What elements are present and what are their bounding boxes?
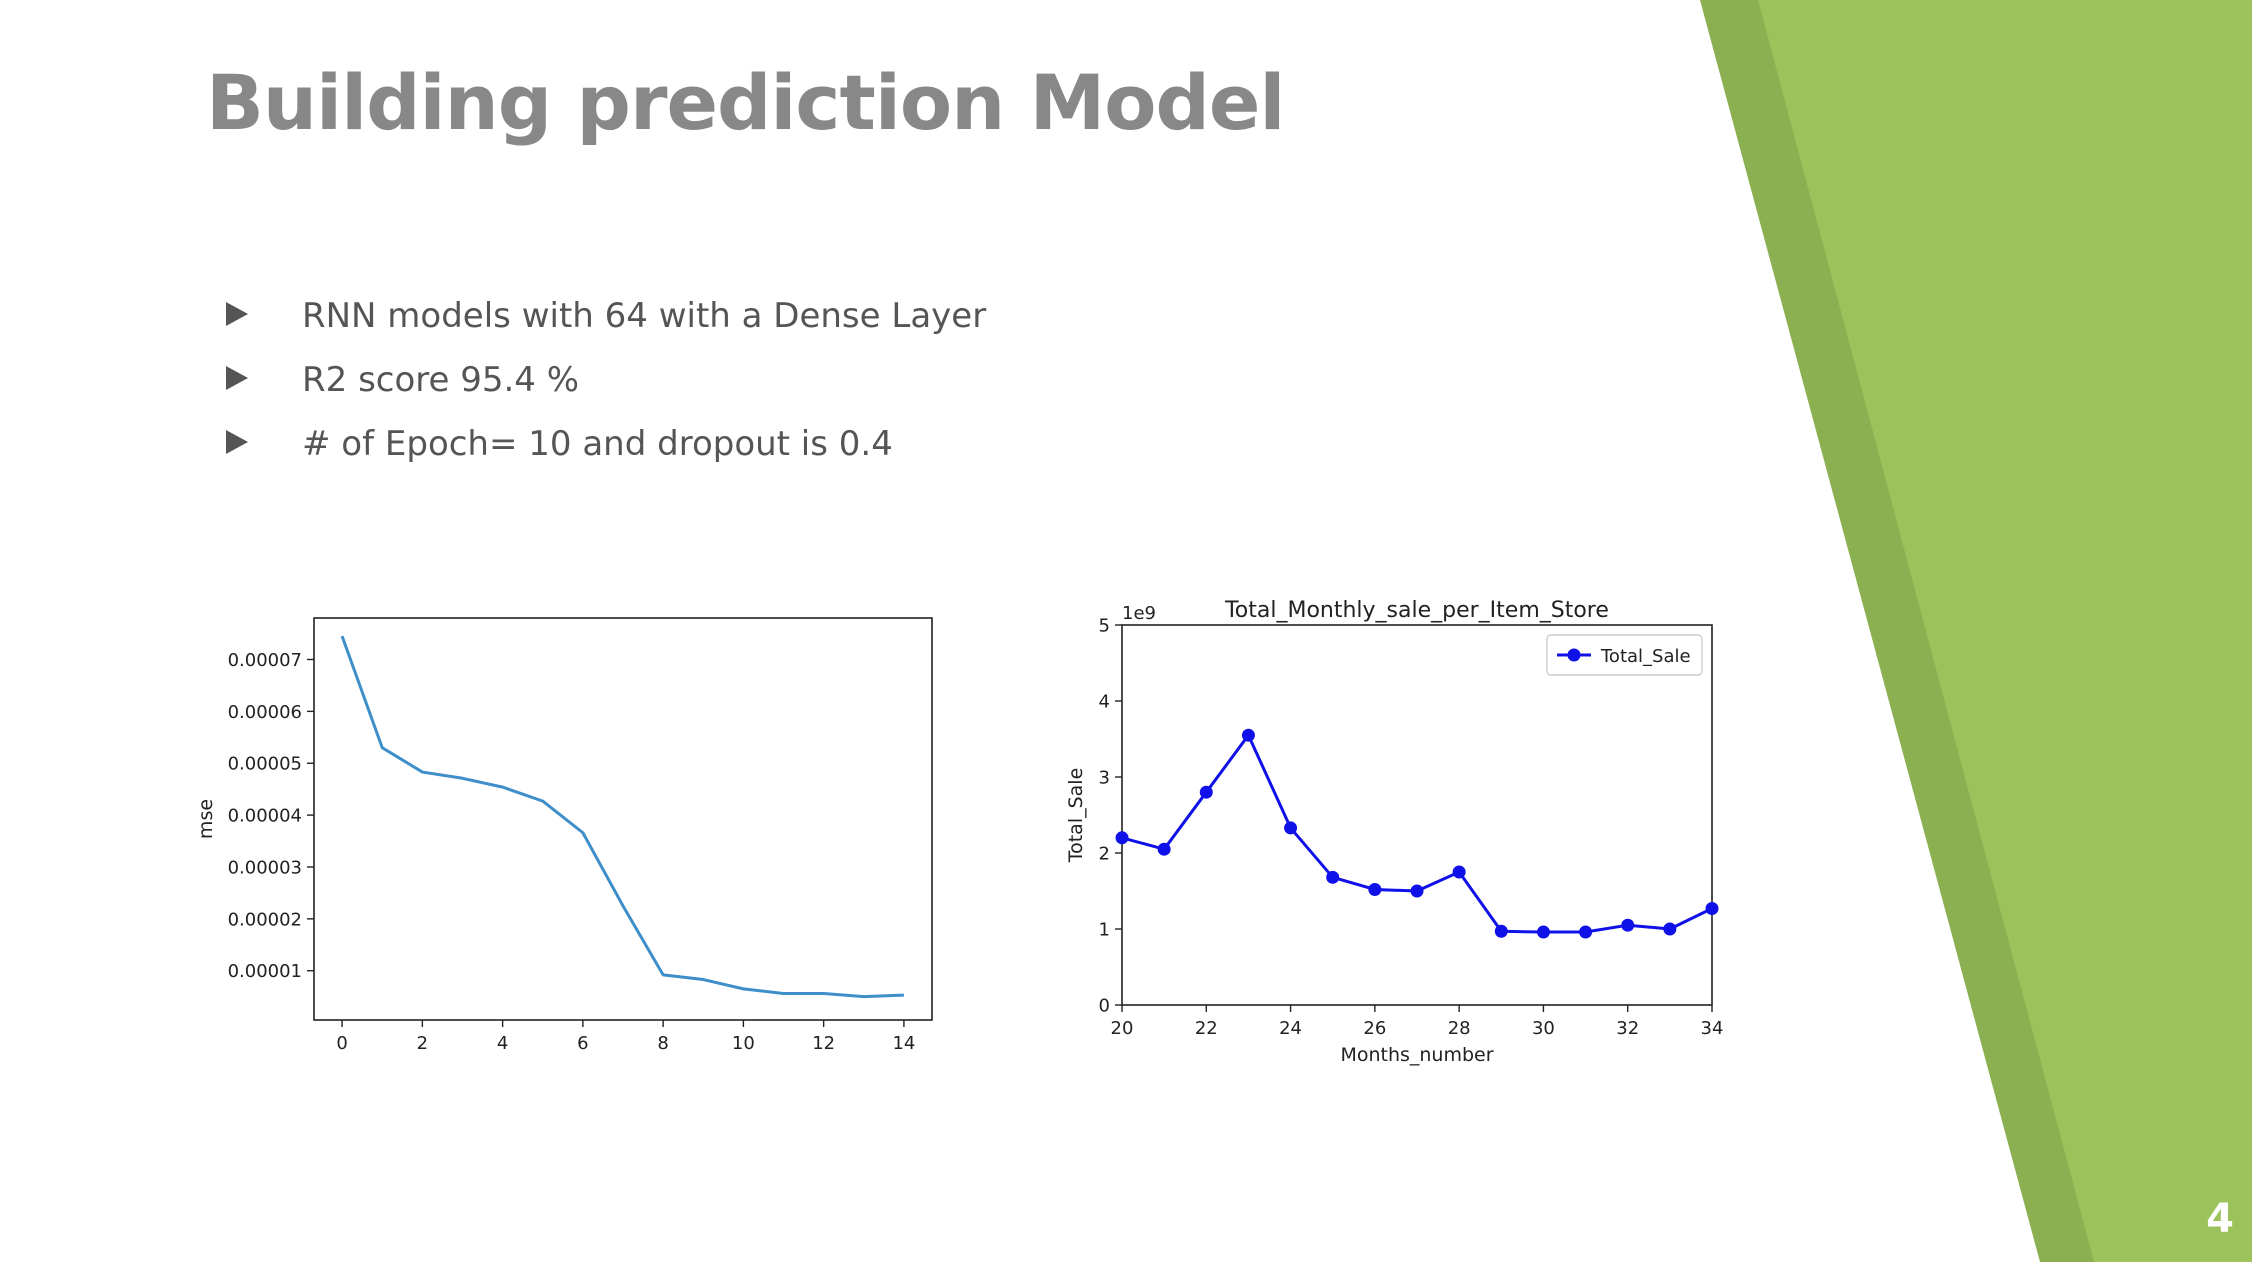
x-tick-label: 34 [1701, 1018, 1724, 1039]
chart-title: Total_Monthly_sale_per_Item_Store [1224, 598, 1609, 623]
monthly-sales-line-chart: 20 22 24 26 28 30 32 34012345Total_Monthly_sale… [1065, 598, 1724, 1066]
y-tick-label: 2 [1099, 843, 1110, 864]
y-axis-label: mse [195, 799, 217, 839]
x-tick-label: 2 [417, 1033, 428, 1054]
legend-label: Total_Sale [1600, 646, 1691, 667]
plot-frame [313, 617, 933, 1021]
bullet-text: RNN models with 64 with a Dense Layer [302, 296, 987, 336]
data-point [1368, 882, 1382, 896]
y-tick-label: 0 [1099, 995, 1110, 1016]
x-tick-label: 24 [1279, 1018, 1302, 1039]
y-tick-label: 0.00007 [228, 650, 302, 671]
x-tick-label: 10 [732, 1033, 755, 1054]
y-tick-label: 0.00001 [228, 961, 302, 982]
page-number: 4 [2206, 1196, 2234, 1242]
data-point [1621, 918, 1635, 932]
y-tick-label: 4 [1099, 691, 1110, 712]
data-point [1326, 870, 1340, 884]
y-axis-label: Total_Sale [1065, 768, 1087, 864]
data-point [1452, 865, 1466, 879]
data-point [1663, 922, 1677, 936]
bullet-text: R2 score 95.4 % [302, 360, 580, 400]
y-tick-label: 0.00004 [228, 806, 302, 827]
data-point [1494, 924, 1508, 938]
bullet-text: # of Epoch= 10 and dropout is 0.4 [302, 424, 893, 464]
x-tick-label: 8 [657, 1033, 668, 1054]
x-tick-label: 32 [1616, 1018, 1639, 1039]
plot-frame [1121, 624, 1713, 1006]
triangle-bullet-icon [226, 302, 248, 326]
y-tick-label: 0.00002 [228, 909, 302, 930]
data-point [1157, 842, 1171, 856]
x-tick-label: 30 [1532, 1018, 1555, 1039]
y-tick-label: 1 [1099, 919, 1110, 940]
y-tick-label: 5 [1099, 615, 1110, 636]
data-point [1115, 831, 1129, 845]
x-tick-label: 12 [812, 1033, 835, 1054]
y-tick-label: 0.00003 [228, 857, 302, 878]
x-tick-label: 26 [1363, 1018, 1386, 1039]
x-axis-label: Months_number [1340, 1044, 1493, 1066]
series-line [1121, 733, 1713, 934]
x-tick-label: 14 [892, 1033, 915, 1054]
mse-line-chart: 0 2 4 6 8 10 12 14 0.00001 0.00002 0.00003 0.00004 0… [195, 617, 933, 1054]
data-point [1536, 925, 1550, 939]
x-tick-label: 28 [1448, 1018, 1471, 1039]
legend-box [1546, 634, 1703, 676]
y-axis-offset-label: 1e9 [1122, 603, 1156, 624]
data-point [1579, 925, 1593, 939]
data-point [1199, 785, 1213, 799]
slide-title: Building prediction Model [206, 58, 1285, 147]
data-point [1284, 821, 1298, 835]
y-tick-label: 0.00005 [228, 754, 302, 775]
series-line [340, 635, 904, 999]
legend-marker [1567, 648, 1581, 662]
accent-stripe-light [1758, 0, 2252, 1262]
y-tick-label: 0.00006 [228, 702, 302, 723]
data-point [1410, 884, 1424, 898]
x-tick-label: 20 [1111, 1018, 1134, 1039]
x-tick-label: 0 [336, 1033, 347, 1054]
data-point [1241, 728, 1255, 742]
data-point [1705, 901, 1719, 915]
x-tick-label: 4 [497, 1033, 508, 1054]
y-tick-label: 3 [1099, 767, 1110, 788]
x-tick-label: 22 [1195, 1018, 1218, 1039]
triangle-bullet-icon [226, 366, 248, 390]
triangle-bullet-icon [226, 430, 248, 454]
x-tick-label: 6 [577, 1033, 588, 1054]
